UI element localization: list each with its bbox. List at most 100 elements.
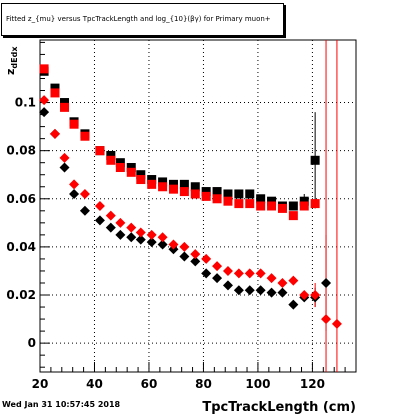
- data-point-square: [147, 179, 157, 189]
- data-point-square: [50, 88, 60, 98]
- data-point-square: [267, 196, 277, 206]
- data-point-square: [136, 175, 146, 185]
- data-point-square: [115, 163, 125, 173]
- data-point-square: [256, 201, 266, 211]
- data-point-diamond: [266, 287, 277, 298]
- data-point-square: [277, 203, 287, 213]
- data-point-diamond: [168, 239, 179, 250]
- y-tick-label: 0.08: [6, 144, 36, 158]
- data-point-square: [190, 189, 200, 199]
- x-axis-label: TpcTrackLength (cm): [202, 400, 356, 414]
- y-tick-label: 0: [28, 336, 36, 350]
- data-point-diamond: [288, 275, 299, 286]
- data-point-diamond: [255, 285, 266, 296]
- data-point-square: [201, 187, 211, 197]
- data-point-diamond: [190, 249, 201, 260]
- data-point-diamond: [115, 229, 126, 240]
- data-point-square: [136, 170, 146, 180]
- data-point-diamond: [179, 241, 190, 252]
- data-point-square: [288, 211, 298, 221]
- data-point-square: [299, 201, 309, 211]
- data-point-diamond: [69, 179, 80, 190]
- data-point-diamond: [135, 227, 146, 238]
- data-point-square: [158, 177, 168, 187]
- data-point-square: [223, 196, 233, 206]
- data-point-diamond: [321, 314, 332, 325]
- data-point-square: [256, 194, 266, 204]
- data-point-square: [95, 146, 105, 156]
- data-point-square: [234, 199, 244, 209]
- y-axis-label: zdEdx: [4, 46, 19, 75]
- data-point-square: [179, 187, 189, 197]
- data-point-diamond: [115, 217, 126, 228]
- x-tick-label: 100: [245, 377, 270, 391]
- data-point-square: [106, 155, 116, 165]
- axis-ticks: [39, 41, 357, 372]
- data-point-diamond: [39, 95, 50, 106]
- data-point-square: [267, 201, 277, 211]
- x-tick-label: 20: [32, 377, 49, 391]
- data-point-diamond: [288, 299, 299, 310]
- data-point-diamond: [222, 265, 233, 276]
- data-point-diamond: [255, 268, 266, 279]
- data-point-diamond: [105, 222, 116, 233]
- data-point-square: [190, 182, 200, 192]
- data-point-square: [245, 199, 255, 209]
- data-point-diamond: [201, 253, 212, 264]
- x-tick-label: 80: [195, 377, 212, 391]
- x-tick-label: 40: [86, 377, 103, 391]
- data-point-diamond: [105, 210, 116, 221]
- data-point-diamond: [212, 273, 223, 284]
- data-point-diamond: [157, 239, 168, 250]
- data-point-diamond: [146, 229, 157, 240]
- data-point-square: [234, 189, 244, 199]
- data-point-square: [158, 182, 168, 192]
- data-point-diamond: [233, 285, 244, 296]
- data-point-square: [288, 201, 298, 211]
- data-point-diamond: [331, 318, 342, 329]
- data-point-square: [115, 158, 125, 168]
- date-stamp: Wed Jan 31 10:57:45 2018: [2, 400, 121, 409]
- data-point-square: [147, 175, 157, 185]
- data-point-diamond: [277, 287, 288, 298]
- data-point-square: [310, 199, 320, 209]
- tick-labels: 20 40 60 80 100 120 0 0.02 0.04 0.06 0.08 0.1: [6, 96, 325, 391]
- data-point-diamond: [126, 222, 137, 233]
- y-tick-label: 0.02: [6, 288, 36, 302]
- data-point-square: [50, 83, 60, 93]
- data-point-diamond: [79, 188, 90, 199]
- y-tick-label: 0.06: [6, 192, 36, 206]
- data-point-diamond: [222, 280, 233, 291]
- data-point-diamond: [244, 285, 255, 296]
- data-point-diamond: [179, 251, 190, 262]
- data-point-square: [39, 64, 49, 74]
- data-point-square: [179, 179, 189, 189]
- data-markers: [39, 64, 342, 329]
- data-point-diamond: [321, 277, 332, 288]
- data-point-square: [299, 196, 309, 206]
- data-point-diamond: [299, 290, 310, 301]
- data-point-square: [168, 184, 178, 194]
- data-point-diamond: [190, 256, 201, 267]
- data-point-square: [60, 98, 70, 108]
- data-point-square: [223, 189, 233, 199]
- data-point-diamond: [49, 128, 60, 139]
- data-point-diamond: [266, 273, 277, 284]
- data-point-diamond: [94, 215, 105, 226]
- data-point-diamond: [69, 188, 80, 199]
- data-point-diamond: [233, 268, 244, 279]
- data-point-diamond: [135, 234, 146, 245]
- data-point-diamond: [79, 205, 90, 216]
- data-point-diamond: [39, 107, 50, 118]
- y-tick-label: 0.04: [6, 240, 36, 254]
- x-tick-label: 120: [300, 377, 325, 391]
- data-point-diamond: [94, 201, 105, 211]
- data-point-diamond: [126, 232, 137, 243]
- x-tick-label: 60: [141, 377, 158, 391]
- data-point-square: [60, 102, 70, 112]
- data-point-diamond: [244, 268, 255, 279]
- data-point-square: [245, 189, 255, 199]
- data-point-square: [212, 194, 222, 204]
- data-point-diamond: [277, 277, 288, 288]
